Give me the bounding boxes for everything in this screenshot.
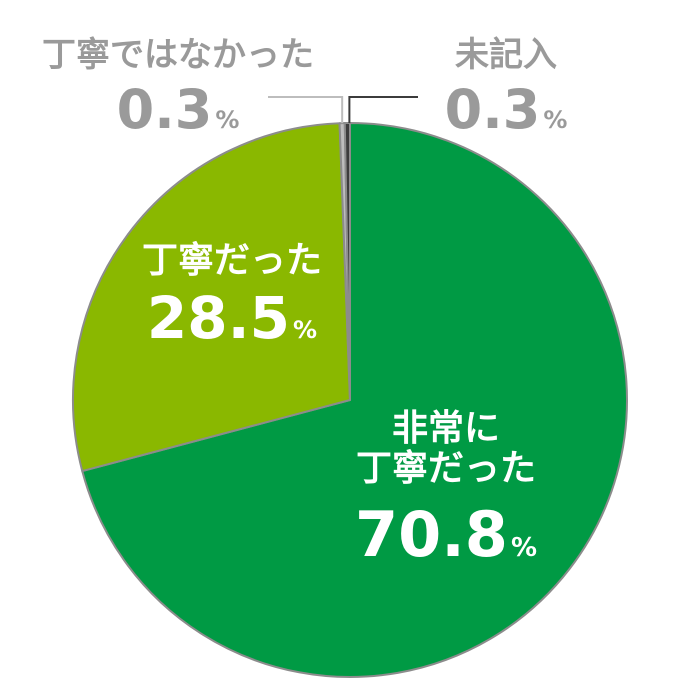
slice-value-2: 0.3% xyxy=(117,78,240,141)
slice-value-1: 28.5% xyxy=(147,284,317,352)
slice-label-1-line-0: 丁寧だった xyxy=(142,240,322,281)
slice-value-0: 70.8% xyxy=(355,498,537,571)
slice-label-0-line-1: 丁寧だった xyxy=(356,448,536,489)
slice-label-2-line-0: 丁寧ではなかった xyxy=(42,35,314,75)
slice-label-0-line-0: 非常に xyxy=(392,408,500,449)
pie-slice-1 xyxy=(72,122,351,473)
leader-line-3 xyxy=(348,96,418,124)
slice-label-3-line-0: 未記入 xyxy=(455,35,557,75)
leader-line-2 xyxy=(268,96,344,124)
pie-slice-0 xyxy=(81,122,628,678)
slice-value-3: 0.3% xyxy=(445,78,568,141)
